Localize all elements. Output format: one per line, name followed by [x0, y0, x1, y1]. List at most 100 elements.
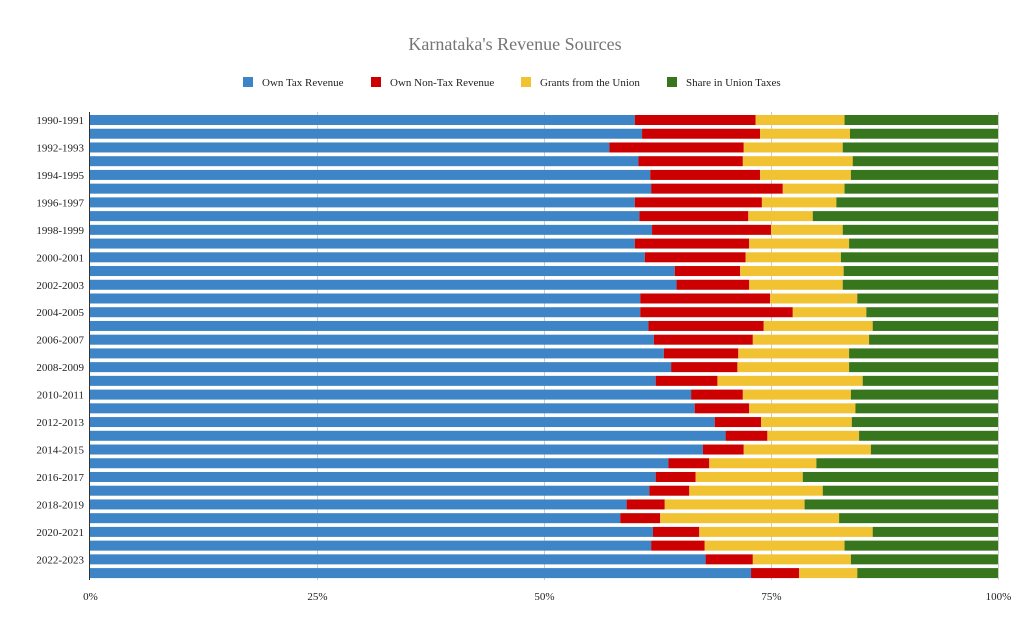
- y-tick-label: 2002-2003: [36, 280, 84, 292]
- bar-own-tax-revenue-1994-1995: [90, 169, 651, 180]
- bar-share-in-union-taxes-1994-1995: [850, 169, 998, 180]
- bar-own-tax-revenue-2006-2007: [90, 334, 654, 345]
- bar-share-in-union-taxes-2012-2013: [851, 417, 998, 428]
- bar-own-tax-revenue-2015-2016: [90, 458, 669, 469]
- bar-own-tax-revenue-2021-2022: [90, 540, 652, 551]
- bar-own-non-tax-revenue-2006-2007: [653, 334, 753, 345]
- bar-own-tax-revenue-2020-2021: [90, 526, 653, 537]
- bar-share-in-union-taxes-1996-1997: [836, 197, 998, 208]
- bar-share-in-union-taxes-1997-1998: [812, 211, 998, 222]
- bar-own-non-tax-revenue-1998-1999: [652, 224, 771, 235]
- bar-own-tax-revenue-2014-2015: [90, 444, 703, 455]
- bar-share-in-union-taxes-2022-2023: [850, 554, 998, 565]
- bar-share-in-union-taxes-2015-2016: [816, 458, 998, 469]
- y-tick-label: 2000-2001: [36, 252, 84, 264]
- y-tick-label: 2004-2005: [36, 307, 84, 319]
- bar-own-tax-revenue-2019-2020: [90, 513, 621, 524]
- bar-own-tax-revenue-1998-1999: [90, 224, 653, 235]
- legend: Own Tax Revenue Own Non-Tax Revenue Grants…: [243, 77, 781, 89]
- bar-grants-from-the-union-2001-2002: [740, 266, 844, 277]
- bar-grants-from-the-union-2019-2020: [660, 513, 840, 524]
- bars: [90, 115, 998, 579]
- bar-share-in-union-taxes-2001-2002: [843, 266, 998, 277]
- bar-share-in-union-taxes-1999-2000: [849, 238, 998, 249]
- bar-own-tax-revenue-2007-2008: [90, 348, 664, 359]
- bar-own-non-tax-revenue-2010-2011: [691, 389, 743, 400]
- bar-share-in-union-taxes-2021-2022: [844, 540, 998, 551]
- legend-swatch: [243, 77, 253, 87]
- legend-swatch: [521, 77, 531, 87]
- bar-own-tax-revenue-2002-2003: [90, 279, 677, 290]
- x-tick-label: 100%: [986, 591, 1012, 603]
- bar-share-in-union-taxes-1990-1991: [844, 115, 998, 125]
- bar-grants-from-the-union-1998-1999: [771, 224, 843, 235]
- bar-share-in-union-taxes-2000-2001: [840, 252, 998, 263]
- bar-grants-from-the-union-2022-2023: [752, 554, 851, 565]
- bar-own-tax-revenue-2011-2012: [90, 403, 695, 414]
- bar-share-in-union-taxes-2009-2010: [862, 375, 998, 386]
- bar-own-non-tax-revenue-2018-2019: [626, 499, 665, 510]
- bar-grants-from-the-union-1990-1991: [755, 115, 845, 125]
- bar-share-in-union-taxes-2010-2011: [850, 389, 998, 400]
- bar-own-non-tax-revenue-2022-2023: [705, 554, 753, 565]
- bar-share-in-union-taxes-1992-1993: [842, 142, 998, 153]
- y-tick-label: 2022-2023: [36, 554, 84, 566]
- bar-own-tax-revenue-2001-2002: [90, 266, 675, 277]
- bar-grants-from-the-union-2004-2005: [792, 307, 867, 318]
- bar-grants-from-the-union-2003-2004: [770, 293, 858, 304]
- y-tick-label: 2016-2017: [36, 472, 84, 484]
- x-axis-labels: 0% 25% 50% 75% 100%: [83, 591, 1011, 603]
- bar-grants-from-the-union-2009-2010: [717, 375, 863, 386]
- bar-own-tax-revenue-2023-2024: [90, 568, 752, 579]
- bar-grants-from-the-union-1995-1996: [782, 183, 845, 194]
- bar-own-tax-revenue-1991-1992: [90, 128, 643, 139]
- bar-share-in-union-taxes-2023-2024: [857, 568, 998, 579]
- bar-own-non-tax-revenue-1997-1998: [639, 211, 749, 222]
- legend-label: Share in Union Taxes: [686, 77, 781, 89]
- bar-own-tax-revenue-1999-2000: [90, 238, 635, 249]
- bar-grants-from-the-union-2013-2014: [767, 430, 860, 441]
- bar-own-tax-revenue-2004-2005: [90, 307, 641, 318]
- y-tick-label: 1990-1991: [36, 115, 84, 127]
- bar-own-non-tax-revenue-1994-1995: [650, 169, 761, 180]
- bar-grants-from-the-union-2012-2013: [761, 417, 852, 428]
- bar-own-tax-revenue-1996-1997: [90, 197, 635, 208]
- bar-grants-from-the-union-2015-2016: [709, 458, 817, 469]
- bar-share-in-union-taxes-2006-2007: [869, 334, 998, 345]
- bar-grants-from-the-union-2007-2008: [738, 348, 850, 359]
- bar-share-in-union-taxes-1991-1992: [849, 128, 998, 139]
- bar-own-non-tax-revenue-1996-1997: [634, 197, 762, 208]
- y-tick-label: 1992-1993: [36, 142, 84, 154]
- bar-own-non-tax-revenue-1999-2000: [634, 238, 750, 249]
- y-tick-label: 1994-1995: [36, 170, 84, 182]
- bar-grants-from-the-union-2008-2009: [737, 362, 850, 373]
- bar-own-non-tax-revenue-1991-1992: [642, 128, 761, 139]
- bar-own-non-tax-revenue-2007-2008: [663, 348, 739, 359]
- bar-grants-from-the-union-2017-2018: [689, 485, 823, 496]
- bar-share-in-union-taxes-1998-1999: [842, 224, 998, 235]
- bar-own-tax-revenue-1995-1996: [90, 183, 652, 194]
- bar-grants-from-the-union-2000-2001: [745, 252, 841, 263]
- bar-own-non-tax-revenue-2012-2013: [714, 417, 762, 428]
- bar-own-tax-revenue-2009-2010: [90, 375, 656, 386]
- bar-share-in-union-taxes-2018-2019: [804, 499, 998, 510]
- bar-own-tax-revenue-2016-2017: [90, 471, 656, 482]
- bar-grants-from-the-union-1991-1992: [760, 128, 850, 139]
- bar-grants-from-the-union-2016-2017: [695, 471, 803, 482]
- bar-own-tax-revenue-2010-2011: [90, 389, 692, 400]
- x-tick-label: 25%: [307, 591, 327, 603]
- bar-own-non-tax-revenue-2013-2014: [725, 430, 768, 441]
- bar-own-tax-revenue-1997-1998: [90, 211, 640, 222]
- y-tick-label: 1998-1999: [36, 225, 84, 237]
- x-tick-label: 0%: [83, 591, 98, 603]
- bar-share-in-union-taxes-2008-2009: [849, 362, 998, 373]
- bar-own-non-tax-revenue-1992-1993: [609, 142, 744, 153]
- bar-share-in-union-taxes-1993-1994: [852, 156, 998, 167]
- bar-own-tax-revenue-2003-2004: [90, 293, 641, 304]
- x-tick-label: 50%: [534, 591, 554, 603]
- chart-title: Karnataka's Revenue Sources: [408, 34, 621, 54]
- y-tick-label: 2010-2011: [37, 390, 84, 402]
- bar-grants-from-the-union-2021-2022: [704, 540, 845, 551]
- bar-own-non-tax-revenue-2004-2005: [640, 307, 793, 318]
- legend-label: Own Tax Revenue: [262, 77, 344, 89]
